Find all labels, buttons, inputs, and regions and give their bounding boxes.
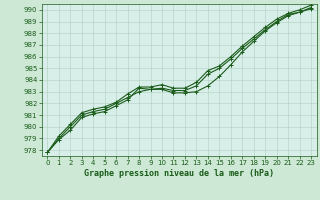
X-axis label: Graphe pression niveau de la mer (hPa): Graphe pression niveau de la mer (hPa) — [84, 169, 274, 178]
